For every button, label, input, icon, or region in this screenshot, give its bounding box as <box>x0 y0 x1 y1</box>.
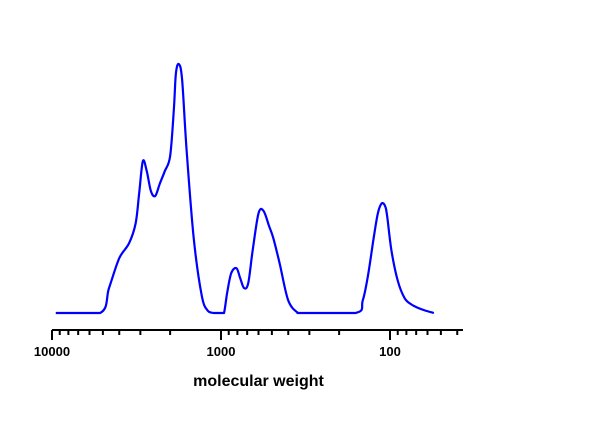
x-major-ticks: 10000 1000 100 <box>34 330 401 359</box>
plot-area <box>55 62 435 315</box>
x-minor-ticks <box>58 330 459 335</box>
series-line <box>55 62 435 315</box>
x-axis-title: molecular weight <box>193 373 324 390</box>
x-tick-label: 1000 <box>207 344 236 359</box>
x-tick-label: 10000 <box>34 344 70 359</box>
x-tick-label: 100 <box>379 344 401 359</box>
